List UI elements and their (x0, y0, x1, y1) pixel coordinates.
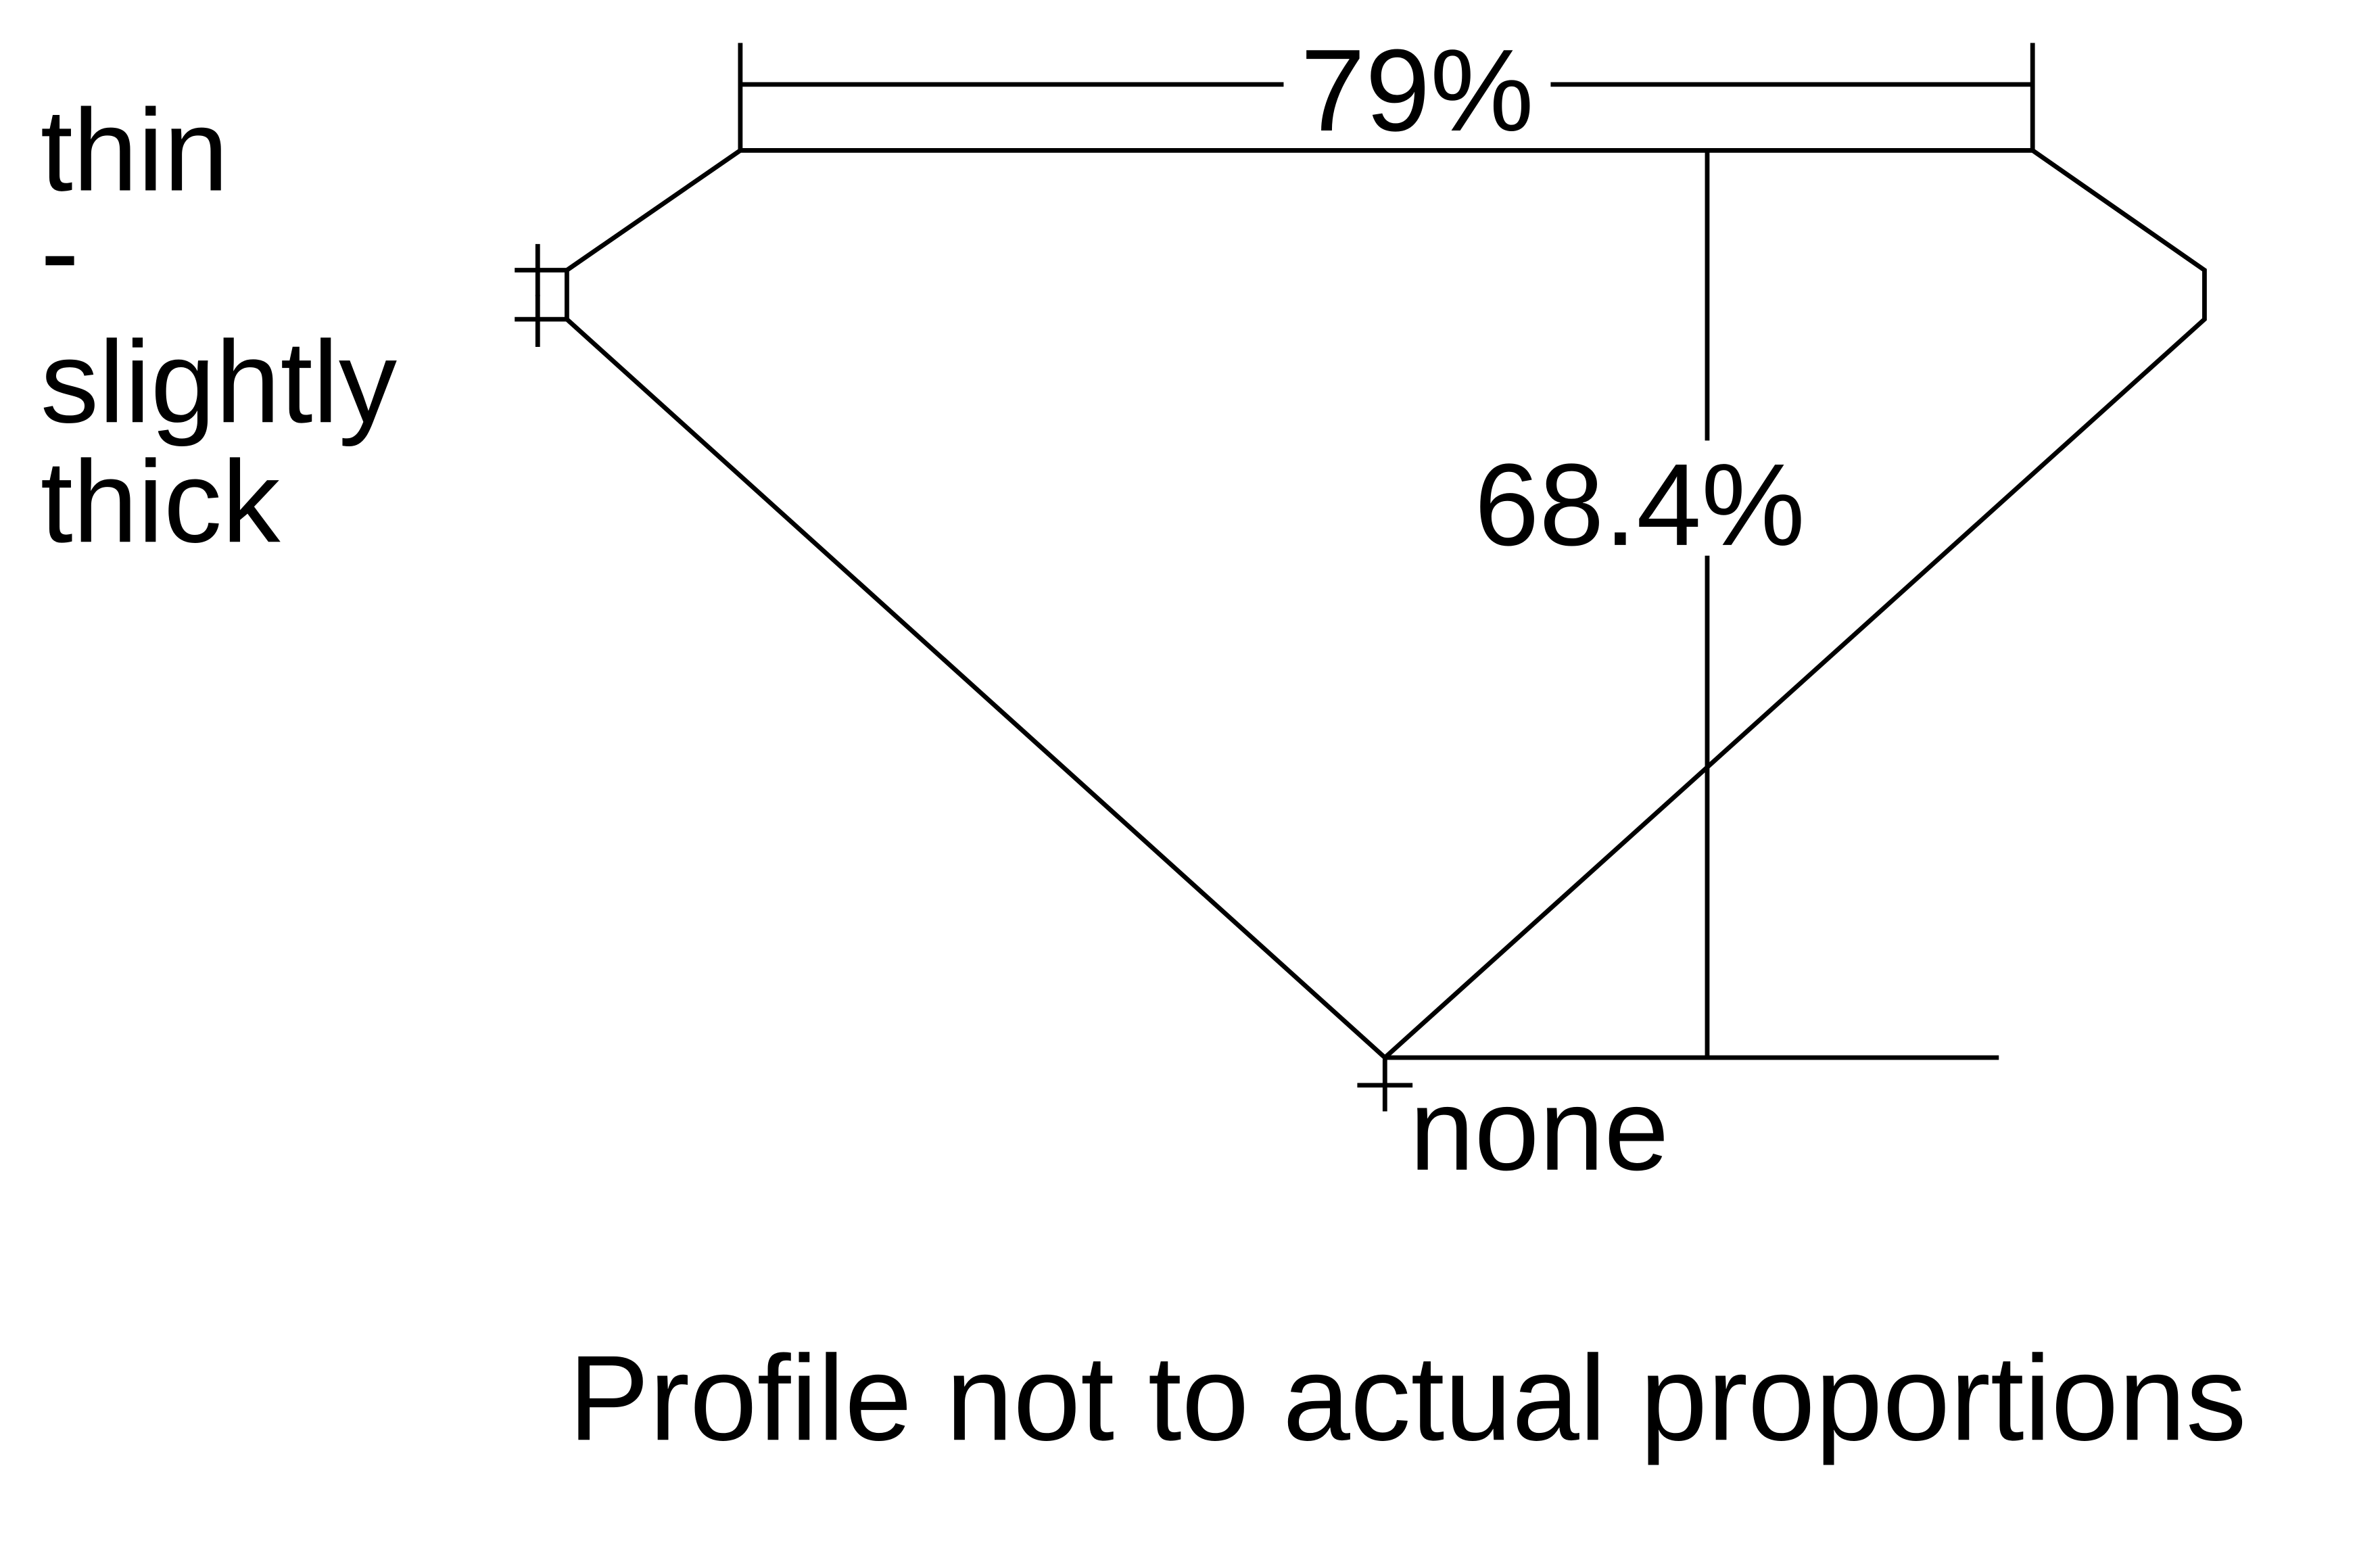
gem-profile-outline (564, 148, 2207, 1061)
girdle-label-line: thin (41, 85, 229, 215)
girdle-label-line: slightly (41, 316, 397, 447)
footnote: Profile not to actual proportions (569, 1331, 2247, 1466)
total-depth-label: 68.4% (1475, 440, 1805, 570)
culet-label: none (1410, 1064, 1669, 1195)
table-width-label: 79% (1300, 25, 1533, 156)
girdle-thickness-label: thin - slightly thick (41, 85, 397, 567)
total-depth-dimension: 68.4% (1385, 150, 1999, 1060)
culet-marker (1357, 1059, 1413, 1112)
girdle-label-line: thick (41, 436, 281, 567)
table-width-dimension: 79% (738, 25, 2035, 156)
girdle-markers (515, 243, 567, 348)
girdle-label-line: - (41, 186, 79, 316)
